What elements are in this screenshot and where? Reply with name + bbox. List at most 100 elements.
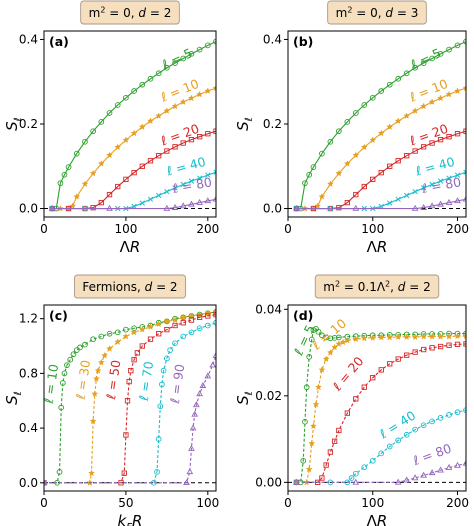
data-point: [124, 398, 131, 404]
data-point: [131, 357, 137, 363]
data-point: [315, 383, 323, 391]
x-axis-label: kFR: [118, 512, 143, 526]
y-axis-label-part: ℓ: [13, 117, 24, 121]
data-point: [395, 75, 402, 82]
series-line: [52, 41, 216, 210]
data-point: [312, 400, 320, 408]
y-tick-label: 0.8: [19, 366, 38, 380]
data-point: [97, 358, 105, 366]
x-axis-label-part: R: [377, 238, 387, 256]
data-point: [335, 340, 343, 347]
data-point: [352, 151, 360, 159]
series: [292, 84, 466, 212]
data-point: [98, 199, 104, 206]
panel-label: (d): [293, 308, 313, 323]
y-axis-label: Sℓ: [3, 391, 24, 405]
data-point: [70, 351, 77, 358]
y-axis-label-part: ℓ: [244, 391, 255, 395]
series-line: [296, 462, 466, 483]
data-point: [420, 102, 428, 110]
x-axis-label-part: F: [126, 522, 132, 526]
series-line: [296, 335, 466, 483]
series: [293, 195, 466, 211]
y-tick-label: 0.02: [255, 389, 282, 403]
panel-title-part: m: [336, 6, 348, 20]
series: [44, 351, 216, 486]
data-point: [180, 333, 187, 340]
series-line: [296, 130, 466, 210]
data-point: [69, 202, 77, 209]
data-point: [123, 326, 129, 333]
data-point: [122, 332, 130, 340]
data-point: [386, 81, 393, 88]
series-label: ℓ = 20: [329, 354, 367, 395]
data-point: [81, 180, 89, 188]
data-point: [172, 322, 178, 329]
data-point: [156, 153, 162, 159]
data-point: [186, 468, 194, 475]
panel-title-part: = 2: [152, 280, 177, 294]
data-point: [67, 356, 74, 363]
data-point: [462, 195, 466, 202]
data-point: [428, 98, 436, 106]
data-point: [305, 465, 313, 473]
data-point: [61, 171, 68, 178]
series-line: [44, 311, 216, 484]
data-point: [44, 479, 48, 486]
data-point: [147, 336, 154, 342]
series-line: [296, 198, 466, 210]
data-point: [327, 335, 334, 342]
data-point: [130, 129, 138, 137]
series: [49, 128, 216, 212]
series: [44, 308, 216, 486]
data-point: [98, 119, 105, 125]
series-label: ℓ = 40: [376, 408, 418, 442]
data-point: [82, 138, 88, 145]
panel-title-part: = 2: [146, 6, 171, 20]
x-axis-label-part: R: [132, 512, 142, 526]
data-point: [114, 338, 122, 345]
x-axis-label-part: R: [377, 512, 387, 526]
data-point: [352, 470, 359, 477]
data-point: [352, 478, 360, 485]
data-point: [196, 175, 203, 181]
data-point: [48, 204, 56, 211]
data-point: [164, 355, 170, 362]
series-line: [44, 322, 216, 484]
data-point: [309, 422, 317, 430]
panel-title-part: = 0,: [352, 6, 385, 20]
data-point: [387, 200, 393, 206]
data-point: [428, 469, 436, 476]
data-point: [353, 191, 359, 198]
data-point: [403, 112, 411, 119]
data-point: [106, 330, 113, 337]
series-label: ℓ = 50: [103, 359, 123, 401]
panel-title-part: = 0,: [105, 6, 138, 20]
data-point: [344, 199, 350, 206]
data-point: [331, 343, 339, 351]
data-point: [139, 163, 145, 169]
x-tick-label: 100: [114, 222, 137, 236]
data-point: [302, 418, 308, 425]
data-point: [196, 314, 203, 320]
data-point: [437, 415, 444, 421]
series: [44, 311, 216, 486]
data-point: [306, 171, 313, 178]
data-point: [128, 367, 134, 374]
panel-title-box: Fermions, d = 2: [73, 274, 187, 299]
data-point: [179, 313, 187, 321]
panel-title-part: 2: [100, 5, 105, 14]
data-point: [188, 200, 195, 207]
data-point: [420, 144, 427, 150]
data-point: [360, 143, 368, 151]
data-point: [300, 457, 307, 464]
data-point: [106, 191, 113, 198]
data-point: [446, 342, 452, 348]
data-point: [167, 347, 173, 353]
chart-panel: m2 = 0.1Λ2, d = 2ℓ = 5ℓ = 10ℓ = 20ℓ = 40…: [234, 274, 469, 526]
data-point: [377, 333, 385, 341]
y-axis-label-part: S: [234, 121, 252, 131]
x-tick-label: 100: [361, 496, 384, 510]
series-label: ℓ = 5: [159, 45, 195, 72]
data-point: [361, 464, 368, 471]
